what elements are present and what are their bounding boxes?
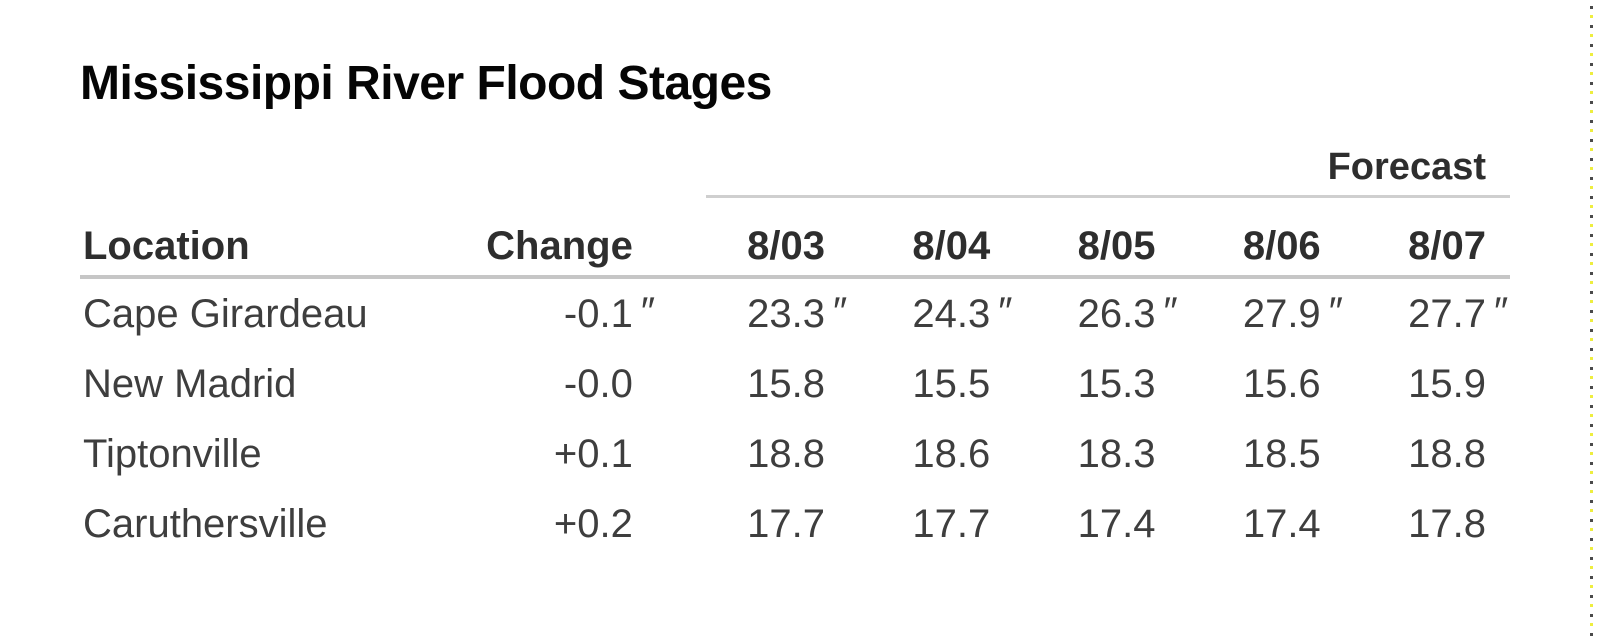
stage-value: 26.3 bbox=[1077, 291, 1156, 336]
stage-cell: 15.8 bbox=[706, 349, 849, 419]
stage-value: 15.8 bbox=[747, 361, 826, 406]
stage-cell: 18.8 bbox=[1345, 419, 1510, 489]
column-header-location: Location bbox=[80, 196, 451, 280]
change-value: -0.0 bbox=[563, 361, 633, 406]
change-cell: -0.0 bbox=[451, 349, 706, 419]
stage-value: 17.4 bbox=[1242, 501, 1321, 546]
forecast-group-header: Forecast bbox=[705, 133, 1510, 199]
stage-value: 15.6 bbox=[1242, 361, 1321, 406]
stage-value: 24.3 bbox=[912, 291, 991, 336]
location-cell: Cape Girardeau bbox=[83, 291, 368, 336]
stage-value: 23.3 bbox=[747, 291, 826, 336]
table-row-cape-girardeau: Cape Girardeau -0.1 ″ 23.3 ″ 24.3 ″ 26.3 ″ 2… bbox=[80, 277, 1510, 349]
column-header-date-4: 8/06 bbox=[1179, 196, 1345, 280]
column-header-row: Location Change 8/03 8/04 8/05 8/06 8/07 bbox=[80, 196, 1510, 280]
column-header-date-3: 8/05 bbox=[1014, 196, 1180, 280]
stage-value: 17.4 bbox=[1077, 501, 1156, 546]
stage-value: 18.6 bbox=[912, 431, 991, 476]
location-cell: Caruthersville bbox=[83, 501, 328, 546]
forecast-group-row: Forecast bbox=[80, 133, 1510, 199]
stage-cell: 17.8 bbox=[1345, 489, 1510, 559]
stage-value: 18.3 bbox=[1077, 431, 1156, 476]
change-cell: +0.1 bbox=[451, 419, 706, 489]
forecast-spacer-cell bbox=[80, 133, 706, 197]
stage-value: 18.5 bbox=[1242, 431, 1321, 476]
change-cell: -0.1 ″ bbox=[563, 289, 656, 336]
stage-value: 17.8 bbox=[1408, 501, 1486, 546]
stage-cell: 18.3 bbox=[1014, 419, 1179, 489]
stage-cell: 17.4 bbox=[1014, 489, 1179, 559]
stage-cell: 24.3 ″ bbox=[912, 289, 1013, 336]
stage-value: 17.7 bbox=[912, 501, 991, 546]
flood-stages-panel: Mississippi River Flood Stages Forecast … bbox=[80, 57, 1510, 559]
column-header-date-2: 8/04 bbox=[849, 196, 1015, 280]
change-value: +0.1 bbox=[553, 431, 633, 476]
stage-cell: 18.6 bbox=[849, 419, 1014, 489]
stage-cell: 15.6 bbox=[1179, 349, 1344, 419]
location-cell: Tiptonville bbox=[83, 431, 262, 476]
stage-cell: 15.3 bbox=[1014, 349, 1179, 419]
stage-cell: 15.9 bbox=[1345, 349, 1510, 419]
stage-cell: 17.7 bbox=[706, 489, 849, 559]
stage-value: 15.3 bbox=[1077, 361, 1156, 406]
table-row-caruthersville: Caruthersville +0.2 17.7 17.7 17.4 17.4 … bbox=[80, 489, 1510, 559]
stage-cell: 26.3 ″ bbox=[1077, 289, 1178, 336]
stage-cell: 18.8 bbox=[706, 419, 849, 489]
stage-cell: 15.5 bbox=[849, 349, 1014, 419]
page-title: Mississippi River Flood Stages bbox=[80, 57, 772, 110]
stage-cell: 17.4 bbox=[1179, 489, 1344, 559]
stage-value: 27.7 bbox=[1408, 291, 1486, 336]
forecast-label: Forecast bbox=[1327, 146, 1486, 189]
change-value: -0.1 bbox=[563, 291, 633, 336]
stage-value: 27.9 bbox=[1242, 291, 1321, 336]
stage-cell: 17.7 bbox=[849, 489, 1014, 559]
stage-value: 15.5 bbox=[912, 361, 991, 406]
stage-cell: 27.9 ″ bbox=[1242, 289, 1343, 336]
stage-value: 17.7 bbox=[747, 501, 826, 546]
column-header-date-5: 8/07 bbox=[1344, 196, 1510, 280]
column-header-change: Change bbox=[450, 196, 706, 280]
stage-cell: 23.3 ″ bbox=[747, 289, 848, 336]
table-row-new-madrid: New Madrid -0.0 15.8 15.5 15.3 15.6 15.9 bbox=[80, 349, 1510, 419]
flood-stages-table: Forecast Location Change 8/03 8/04 8/05 … bbox=[80, 133, 1510, 559]
stage-value: 18.8 bbox=[747, 431, 826, 476]
stage-value: 18.8 bbox=[1408, 431, 1486, 476]
stage-value: 15.9 bbox=[1408, 361, 1486, 406]
change-value: +0.2 bbox=[553, 501, 633, 546]
stage-cell: 18.5 bbox=[1179, 419, 1344, 489]
stage-cell: 27.7 ″ bbox=[1408, 289, 1509, 336]
change-cell: +0.2 bbox=[451, 489, 706, 559]
right-edge-tick-decoration bbox=[1590, 0, 1593, 638]
table-row-tiptonville: Tiptonville +0.1 18.8 18.6 18.3 18.5 18.… bbox=[80, 419, 1510, 489]
column-header-date-1: 8/03 bbox=[705, 196, 850, 280]
location-cell: New Madrid bbox=[83, 361, 297, 406]
